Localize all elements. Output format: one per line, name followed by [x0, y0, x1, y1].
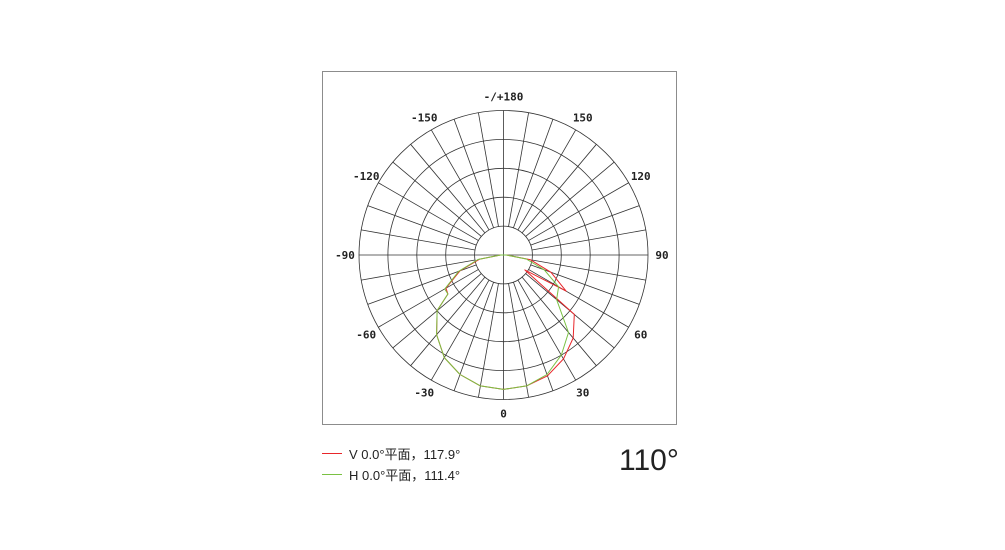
angle-tick-label: 60 [634, 328, 647, 341]
angle-spoke [517, 279, 577, 381]
angle-spoke [453, 282, 494, 391]
angle-spoke [378, 182, 479, 241]
angle-tick-label: -/+180 [484, 91, 524, 104]
angle-spoke [367, 205, 477, 246]
angle-spoke [508, 112, 529, 227]
angle-spoke [513, 119, 554, 228]
angle-spoke [531, 259, 646, 281]
angle-spoke [410, 276, 486, 366]
angle-tick-label: -30 [414, 386, 434, 399]
angle-tick-label: -120 [353, 170, 380, 183]
series-curve-v [436, 254, 575, 390]
angle-spoke [525, 161, 615, 237]
angle-spoke [508, 283, 529, 398]
angle-spoke [513, 282, 554, 391]
angle-spoke [410, 144, 486, 234]
angle-tick-label: -60 [356, 328, 376, 341]
legend-swatch-h [322, 474, 342, 475]
angle-tick-label: 150 [573, 112, 593, 125]
angle-tick-label: 120 [631, 170, 651, 183]
angle-spoke [478, 283, 499, 398]
series-curve-h [436, 254, 569, 390]
legend-item-h: H 0.0°平面，111.4° [322, 465, 460, 484]
angle-spoke [521, 144, 597, 234]
legend-label-h: H 0.0°平面，111.4° [349, 468, 461, 483]
angle-spoke [530, 205, 640, 246]
angle-tick-label: -90 [335, 249, 355, 262]
angle-spoke [430, 279, 490, 381]
angle-spoke [531, 229, 646, 251]
legend-item-v: V 0.0°平面，117.9° [322, 444, 460, 463]
angle-spoke [517, 129, 577, 231]
beam-angle: 110° [619, 444, 679, 477]
chart-frame [322, 71, 677, 425]
angle-tick-label: 90 [655, 249, 668, 262]
angle-spoke [361, 229, 476, 251]
angle-tick-label: 30 [576, 386, 589, 399]
angle-spoke [521, 276, 597, 366]
legend-swatch-v [322, 453, 342, 454]
angle-spoke [453, 119, 494, 228]
angle-spoke [528, 269, 629, 328]
angle-tick-label: -150 [411, 112, 438, 125]
angle-spoke [528, 182, 629, 241]
angle-spoke [478, 112, 499, 227]
angle-spoke [392, 161, 482, 237]
angle-spoke [361, 259, 476, 281]
legend-label-v: V 0.0°平面，117.9° [349, 447, 461, 462]
angle-spoke [430, 129, 490, 231]
angle-tick-label: 0 [500, 408, 507, 421]
angle-spoke [378, 269, 479, 328]
angle-spoke [530, 264, 640, 305]
